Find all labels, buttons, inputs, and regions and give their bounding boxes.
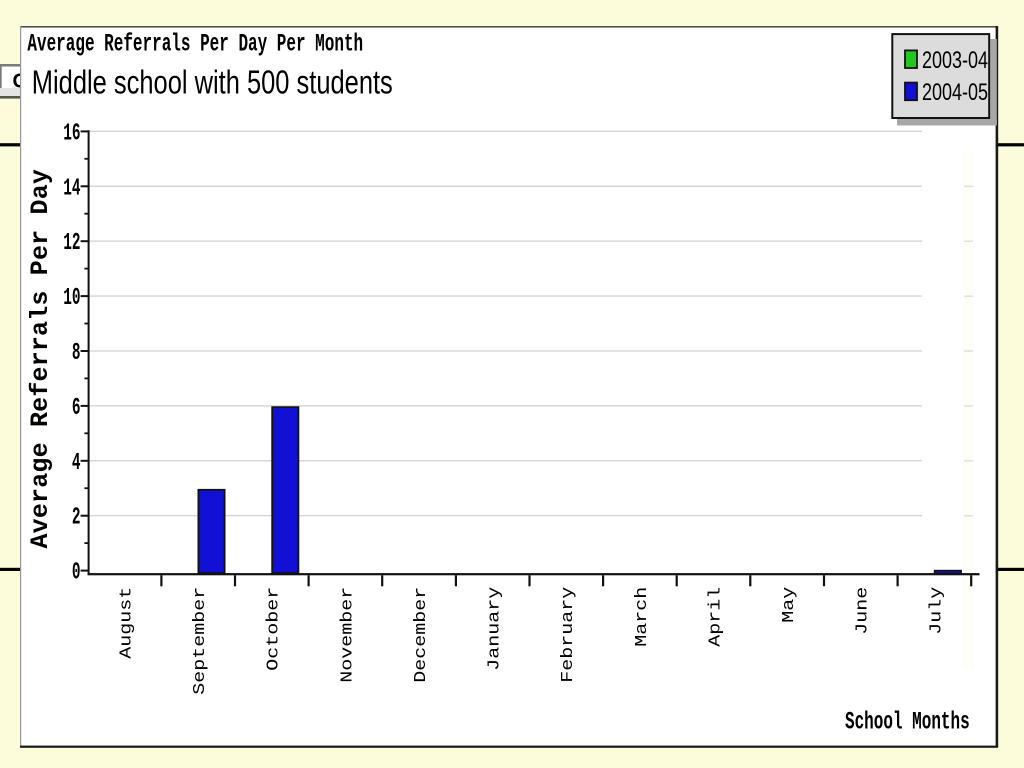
svg-text:August: August: [117, 587, 136, 659]
svg-text:December: December: [411, 587, 430, 683]
svg-text:10: 10: [63, 285, 80, 312]
svg-text:14: 14: [63, 175, 80, 202]
svg-text:4: 4: [72, 449, 81, 476]
svg-text:16: 16: [63, 120, 80, 147]
svg-text:6: 6: [72, 394, 81, 421]
svg-text:School Months: School Months: [845, 709, 970, 736]
svg-text:2: 2: [72, 504, 81, 531]
svg-text:September: September: [190, 587, 209, 695]
svg-text:2004-05: 2004-05: [922, 80, 988, 106]
svg-text:June: June: [853, 587, 872, 635]
svg-text:February: February: [558, 587, 577, 683]
svg-text:12: 12: [63, 230, 80, 257]
svg-text:November: November: [338, 587, 357, 683]
svg-text:Average Referrals Per Day: Average Referrals Per Day: [26, 169, 55, 549]
svg-text:Middle school with 500 student: Middle school with 500 students: [32, 64, 393, 101]
svg-text:July: July: [927, 587, 946, 635]
svg-text:0: 0: [72, 559, 81, 586]
svg-text:8: 8: [72, 340, 81, 367]
svg-text:March: March: [632, 587, 651, 647]
svg-text:April: April: [706, 587, 725, 647]
svg-text:January: January: [485, 587, 504, 671]
svg-text:Average Referrals Per Day Per: Average Referrals Per Day Per Month: [27, 31, 363, 58]
svg-text:October: October: [264, 587, 283, 671]
svg-text:2003-04: 2003-04: [922, 48, 988, 74]
svg-text:May: May: [779, 587, 798, 623]
